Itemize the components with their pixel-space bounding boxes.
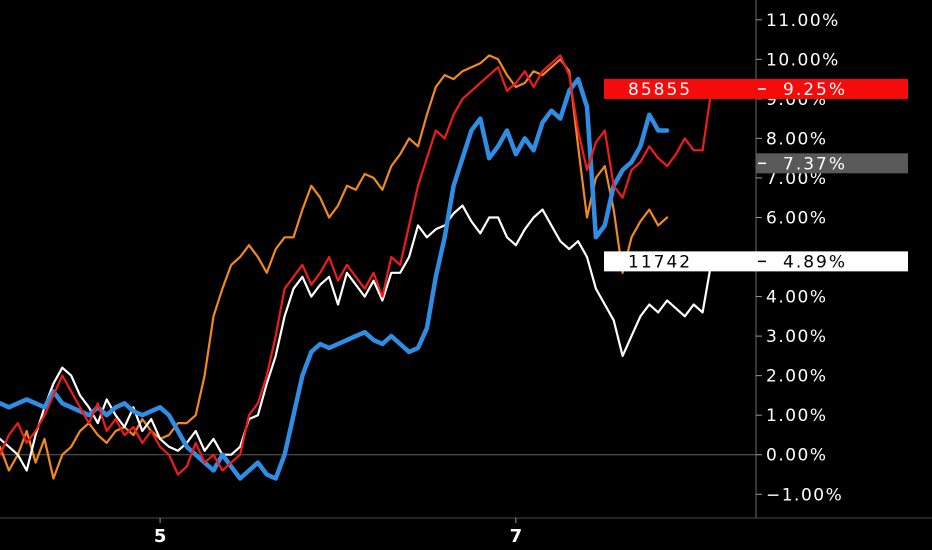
y-tick-label: 4.00% <box>766 288 828 308</box>
x-tick-label: 5 <box>154 526 167 547</box>
price-tag-percent: 4.89% <box>783 252 847 272</box>
y-tick-label: 8.00% <box>766 129 828 149</box>
series-line-0 <box>0 54 669 480</box>
y-tick-label: 10.00% <box>766 50 840 70</box>
y-tick-label: 6.00% <box>766 208 828 228</box>
price-tag-left-box <box>604 251 756 272</box>
y-tick-label: −1.00% <box>766 485 843 505</box>
price-tag-price: 85855 <box>628 80 692 100</box>
price-tag-right-box <box>756 78 908 99</box>
series-line-3 <box>0 54 713 476</box>
y-tick-label: 11.00% <box>766 11 840 31</box>
y-tick-label: 3.00% <box>766 327 828 347</box>
price-tag-price: 11742 <box>628 252 692 272</box>
price-tag-percent: 7.37% <box>783 154 847 174</box>
price-tag: 7.37% <box>756 153 908 174</box>
price-tag: 85855 9.25% <box>604 78 908 100</box>
y-tick-label: 2.00% <box>766 367 828 387</box>
series-line-1 <box>0 204 713 472</box>
price-tag-percent: 9.25% <box>783 80 847 100</box>
series-line-2 <box>0 76 670 481</box>
y-tick-label: 7.00% <box>766 169 828 189</box>
price-tag-right-box <box>756 251 908 272</box>
y-tick-label: 0.00% <box>766 446 828 466</box>
price-tag: 11742 4.89% <box>604 251 908 272</box>
price-tag-left-box <box>604 78 756 99</box>
x-tick-label: 7 <box>510 526 523 547</box>
price-tag-right-box <box>756 153 908 174</box>
y-tick-label: 1.00% <box>766 406 828 426</box>
